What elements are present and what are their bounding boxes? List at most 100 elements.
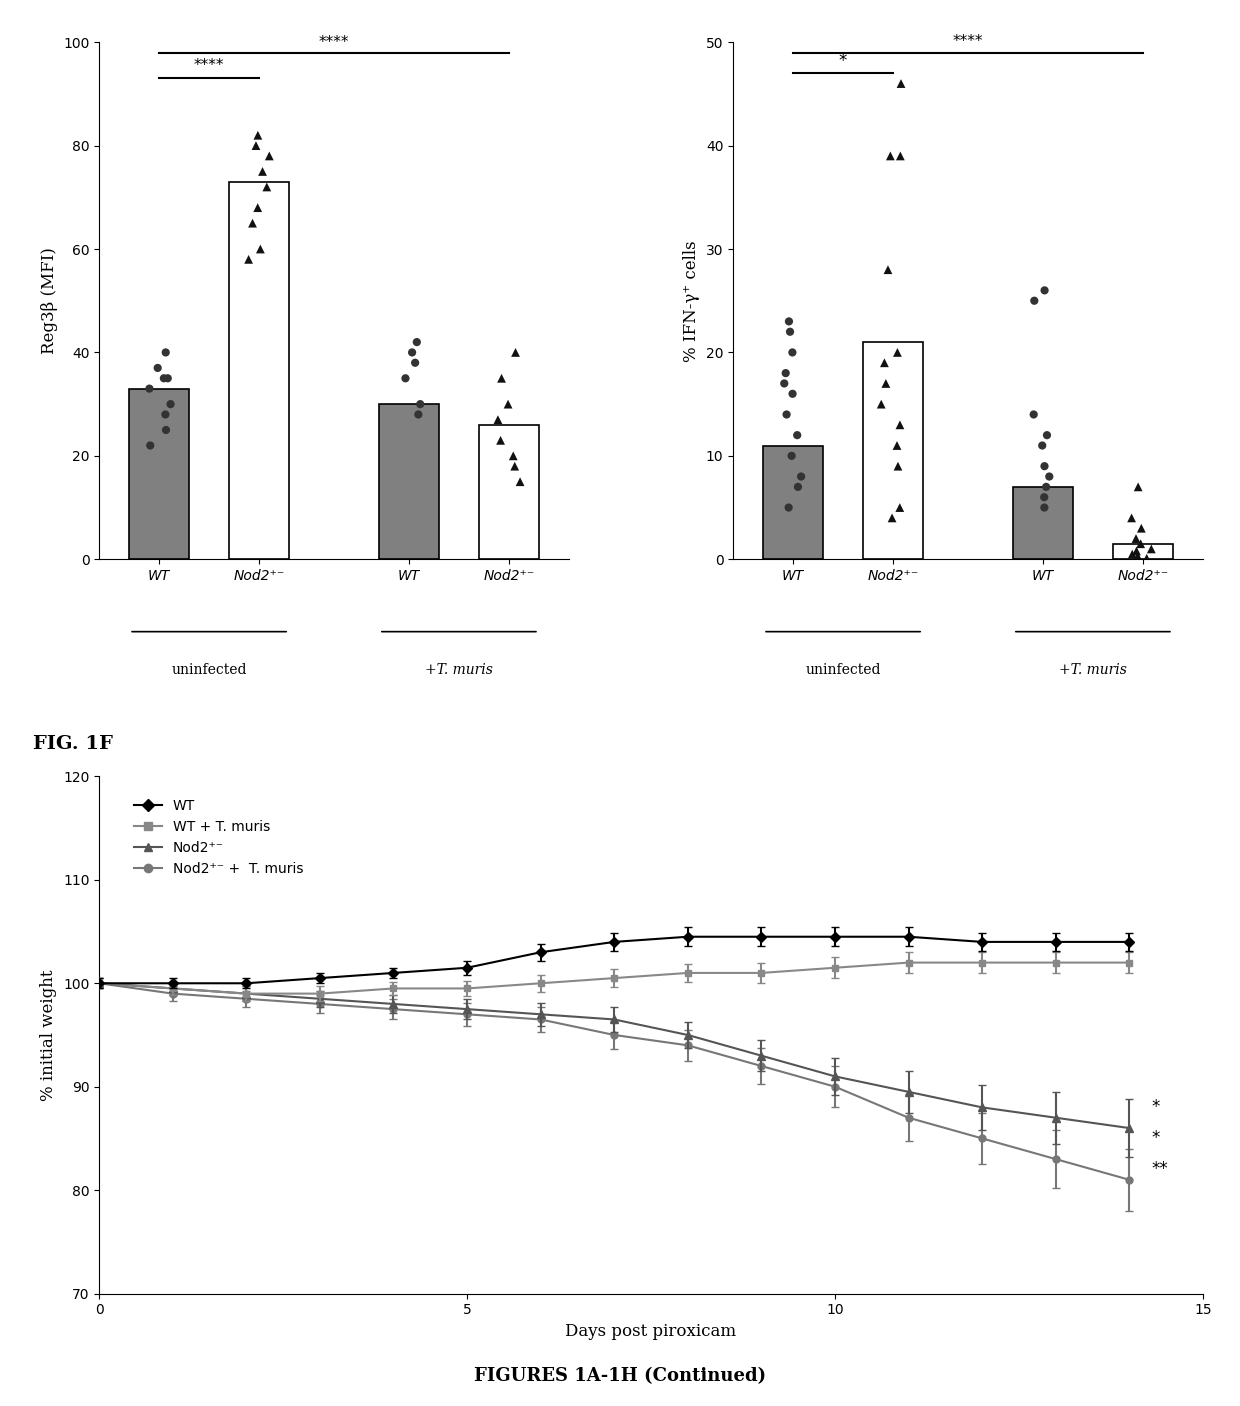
Point (1024, 290, 1044, 312)
Point (780, 321, 800, 343)
Point (1122, 506, 1142, 529)
Point (154, 367, 174, 389)
Bar (1112, 544, 1173, 560)
Point (1039, 465, 1059, 488)
Bar (479, 425, 539, 560)
Bar (1013, 486, 1073, 560)
Point (782, 382, 802, 405)
Bar (863, 342, 923, 560)
Text: **: ** (1151, 1160, 1168, 1178)
Point (880, 145, 900, 167)
Point (157, 367, 177, 389)
Point (1034, 486, 1054, 509)
Bar (379, 404, 439, 560)
Point (791, 465, 811, 488)
Point (1128, 546, 1148, 568)
Point (405, 352, 425, 374)
Point (491, 429, 511, 451)
Point (1122, 543, 1142, 565)
Point (498, 392, 518, 415)
Point (259, 145, 279, 167)
Point (505, 456, 525, 478)
Point (1126, 527, 1146, 550)
Point (1037, 475, 1056, 498)
Point (787, 475, 807, 498)
Bar (129, 388, 190, 560)
Text: *: * (839, 52, 847, 70)
Text: ****: **** (952, 34, 983, 49)
Point (1034, 456, 1054, 478)
Bar (229, 181, 289, 560)
Point (155, 404, 175, 426)
Point (890, 145, 910, 167)
Point (878, 259, 898, 281)
Text: ****: **** (319, 35, 350, 51)
Point (890, 496, 910, 519)
Point (148, 357, 167, 380)
Bar (763, 446, 823, 560)
Point (779, 311, 799, 333)
Point (1131, 517, 1151, 540)
Text: +T. muris: +T. muris (425, 662, 492, 676)
Y-axis label: % IFN-γ⁺ cells: % IFN-γ⁺ cells (683, 240, 701, 361)
Point (396, 367, 415, 389)
Point (253, 160, 273, 183)
Point (407, 330, 427, 353)
Point (410, 392, 430, 415)
Point (776, 361, 796, 384)
Point (1128, 475, 1148, 498)
Text: *: * (1151, 1129, 1159, 1147)
Y-axis label: % initial weight: % initial weight (41, 969, 57, 1101)
Text: ****: **** (193, 58, 224, 73)
Point (1037, 425, 1056, 447)
Point (246, 135, 265, 157)
Point (1024, 404, 1044, 426)
Point (503, 444, 523, 467)
Point (238, 247, 258, 270)
Point (782, 342, 802, 364)
Point (489, 408, 508, 430)
Point (887, 434, 906, 457)
Point (779, 496, 799, 519)
Text: *: * (1151, 1098, 1159, 1116)
Point (872, 392, 892, 415)
Text: uninfected: uninfected (171, 662, 247, 676)
X-axis label: Days post piroxicam: Days post piroxicam (565, 1323, 737, 1340)
Text: +T. muris: +T. muris (1059, 662, 1127, 676)
Point (243, 212, 263, 235)
Point (774, 373, 794, 395)
Point (139, 377, 159, 399)
Point (140, 434, 160, 457)
Point (781, 444, 801, 467)
Point (892, 72, 911, 94)
Point (1127, 546, 1147, 568)
Text: FIG. 1F: FIG. 1F (33, 735, 113, 754)
Text: uninfected: uninfected (805, 662, 880, 676)
Point (1131, 533, 1151, 555)
Point (156, 342, 176, 364)
Point (890, 413, 910, 436)
Point (875, 373, 895, 395)
Point (402, 342, 422, 364)
Point (506, 342, 526, 364)
Point (1034, 280, 1054, 302)
Point (776, 404, 796, 426)
Point (156, 419, 176, 441)
Point (250, 238, 270, 260)
Point (888, 342, 908, 364)
Point (491, 367, 511, 389)
Point (888, 456, 908, 478)
Text: FIGURES 1A-1H (Continued): FIGURES 1A-1H (Continued) (474, 1367, 766, 1385)
Point (248, 197, 268, 219)
Point (787, 425, 807, 447)
Point (882, 506, 901, 529)
Point (408, 404, 428, 426)
Y-axis label: Reg3β (MFI): Reg3β (MFI) (41, 247, 57, 354)
Point (248, 124, 268, 146)
Point (874, 352, 894, 374)
Point (510, 471, 529, 494)
Legend: WT, WT + T. muris, Nod2⁺⁻, Nod2⁺⁻ +  T. muris: WT, WT + T. muris, Nod2⁺⁻, Nod2⁺⁻ + T. m… (128, 794, 309, 882)
Point (257, 176, 277, 198)
Point (1034, 496, 1054, 519)
Point (1141, 537, 1161, 560)
